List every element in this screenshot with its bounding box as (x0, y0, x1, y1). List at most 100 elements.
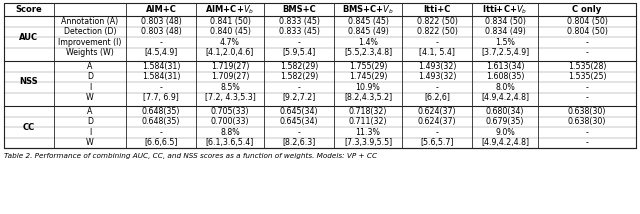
Text: 9.0%: 9.0% (495, 128, 515, 137)
Text: 0.705(33): 0.705(33) (211, 107, 249, 116)
Text: [9.2,7.2]: [9.2,7.2] (282, 93, 316, 102)
Text: 8.0%: 8.0% (495, 83, 515, 92)
Text: -: - (298, 83, 300, 92)
Text: [5.6,5.7]: [5.6,5.7] (420, 138, 454, 147)
Text: [6.6,6.5]: [6.6,6.5] (144, 138, 178, 147)
Text: I: I (89, 83, 91, 92)
Bar (4, 3, 636, 148)
Text: AUC: AUC (19, 33, 38, 42)
Text: -: - (298, 38, 300, 47)
Text: [6.2,6]: [6.2,6] (424, 93, 450, 102)
Text: [4.1, 5.4]: [4.1, 5.4] (419, 48, 455, 57)
Text: 0.845 (49): 0.845 (49) (348, 27, 388, 36)
Text: 1.535(25): 1.535(25) (568, 72, 606, 81)
Text: -: - (586, 138, 588, 147)
Text: 0.822 (50): 0.822 (50) (417, 17, 458, 26)
Text: 1.493(32): 1.493(32) (418, 72, 456, 81)
Text: Table 2. Performance of combining AUC, CC, and NSS scores as a function of weigh: Table 2. Performance of combining AUC, C… (4, 153, 377, 159)
Text: 1.608(35): 1.608(35) (486, 72, 524, 81)
Text: -: - (436, 128, 438, 137)
Text: [7.2, 4.3,5.3]: [7.2, 4.3,5.3] (205, 93, 255, 102)
Text: [4.9,4.2,4.8]: [4.9,4.2,4.8] (481, 93, 529, 102)
Text: D: D (87, 72, 93, 81)
Text: 1.582(29): 1.582(29) (280, 62, 318, 71)
Text: 1.613(34): 1.613(34) (486, 62, 524, 71)
Text: CC: CC (23, 122, 35, 131)
Text: [5.9,5.4]: [5.9,5.4] (282, 48, 316, 57)
Text: 0.803 (48): 0.803 (48) (141, 27, 181, 36)
Text: 0.624(37): 0.624(37) (418, 107, 456, 116)
Text: 1.755(29): 1.755(29) (349, 62, 387, 71)
Text: 0.648(35): 0.648(35) (142, 117, 180, 126)
Text: 0.624(37): 0.624(37) (418, 117, 456, 126)
Text: -: - (586, 83, 588, 92)
Text: AIM+C+$V_b$: AIM+C+$V_b$ (205, 3, 255, 16)
Text: 1.5%: 1.5% (495, 38, 515, 47)
Text: -: - (586, 128, 588, 137)
Text: 0.804 (50): 0.804 (50) (566, 17, 607, 26)
Text: Detection (D): Detection (D) (64, 27, 116, 36)
Text: 1.709(27): 1.709(27) (211, 72, 249, 81)
Text: 0.834 (50): 0.834 (50) (484, 17, 525, 26)
Text: Annotation (A): Annotation (A) (61, 17, 118, 26)
Text: A: A (87, 107, 93, 116)
Text: [4.1,2.0,4.6]: [4.1,2.0,4.6] (206, 48, 254, 57)
Text: 1.4%: 1.4% (358, 38, 378, 47)
Text: 0.833 (45): 0.833 (45) (278, 17, 319, 26)
Text: 4.7%: 4.7% (220, 38, 240, 47)
Text: 0.711(32): 0.711(32) (349, 117, 387, 126)
Text: A: A (87, 62, 93, 71)
Text: 8.8%: 8.8% (220, 128, 240, 137)
Text: Itti+C+$V_b$: Itti+C+$V_b$ (483, 3, 527, 16)
Text: [8.2,6.3]: [8.2,6.3] (282, 138, 316, 147)
Text: [7.3,3.9,5.5]: [7.3,3.9,5.5] (344, 138, 392, 147)
Text: BMS+C+$V_b$: BMS+C+$V_b$ (342, 3, 394, 16)
Text: [7.7, 6.9]: [7.7, 6.9] (143, 93, 179, 102)
Text: [4.5,4.9]: [4.5,4.9] (145, 48, 178, 57)
Text: 0.645(34): 0.645(34) (280, 107, 318, 116)
Text: W: W (86, 93, 94, 102)
Text: [3.7,2.5,4.9]: [3.7,2.5,4.9] (481, 48, 529, 57)
Text: 1.535(28): 1.535(28) (568, 62, 606, 71)
Text: 8.5%: 8.5% (220, 83, 240, 92)
Text: -: - (298, 128, 300, 137)
Text: Improvement (I): Improvement (I) (58, 38, 122, 47)
Text: NSS: NSS (20, 77, 38, 86)
Text: 10.9%: 10.9% (356, 83, 380, 92)
Text: 0.845 (45): 0.845 (45) (348, 17, 388, 26)
Text: BMS+C: BMS+C (282, 5, 316, 14)
Text: [6.1,3.6,5.4]: [6.1,3.6,5.4] (206, 138, 254, 147)
Text: 1.745(29): 1.745(29) (349, 72, 387, 81)
Text: C only: C only (572, 5, 602, 14)
Text: [8.2,4.3,5.2]: [8.2,4.3,5.2] (344, 93, 392, 102)
Text: 0.822 (50): 0.822 (50) (417, 27, 458, 36)
Text: I: I (89, 128, 91, 137)
Text: 0.638(30): 0.638(30) (568, 107, 606, 116)
Text: -: - (436, 83, 438, 92)
Text: 0.648(35): 0.648(35) (142, 107, 180, 116)
Text: 1.719(27): 1.719(27) (211, 62, 249, 71)
Text: AIM+C: AIM+C (145, 5, 177, 14)
Text: -: - (586, 93, 588, 102)
Text: -: - (159, 128, 163, 137)
Text: 0.840 (45): 0.840 (45) (209, 27, 250, 36)
Text: 0.803 (48): 0.803 (48) (141, 17, 181, 26)
Text: -: - (159, 38, 163, 47)
Text: Weights (W): Weights (W) (66, 48, 114, 57)
Text: -: - (159, 83, 163, 92)
Text: 0.680(34): 0.680(34) (486, 107, 524, 116)
Text: 1.582(29): 1.582(29) (280, 72, 318, 81)
Text: 0.679(35): 0.679(35) (486, 117, 524, 126)
Text: W: W (86, 138, 94, 147)
Text: 0.833 (45): 0.833 (45) (278, 27, 319, 36)
Text: -: - (586, 38, 588, 47)
Text: Score: Score (15, 5, 42, 14)
Text: 1.584(31): 1.584(31) (142, 72, 180, 81)
Text: 0.804 (50): 0.804 (50) (566, 27, 607, 36)
Text: 11.3%: 11.3% (356, 128, 380, 137)
Text: [4.9,4.2,4.8]: [4.9,4.2,4.8] (481, 138, 529, 147)
Text: -: - (586, 48, 588, 57)
Text: 1.584(31): 1.584(31) (142, 62, 180, 71)
Text: 0.638(30): 0.638(30) (568, 117, 606, 126)
Text: 0.841 (50): 0.841 (50) (209, 17, 250, 26)
